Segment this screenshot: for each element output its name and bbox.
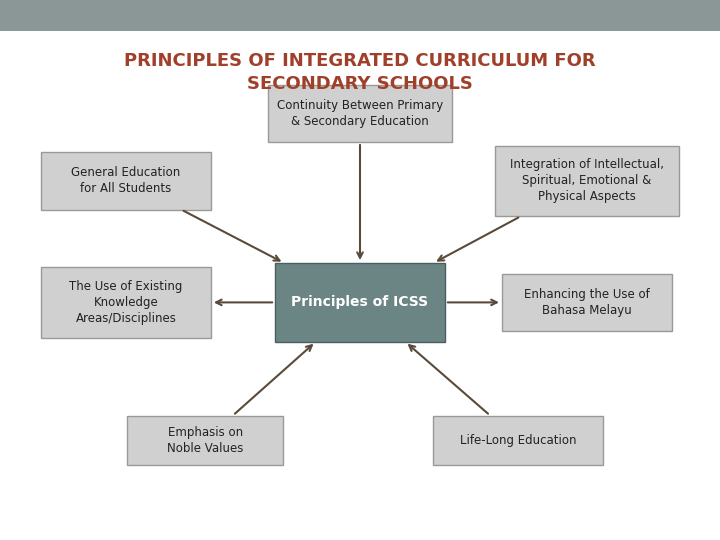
FancyBboxPatch shape <box>127 416 283 464</box>
Text: General Education
for All Students: General Education for All Students <box>71 166 181 195</box>
FancyBboxPatch shape <box>41 267 211 338</box>
Text: The Use of Existing
Knowledge
Areas/Disciplines: The Use of Existing Knowledge Areas/Disc… <box>69 280 183 325</box>
FancyBboxPatch shape <box>495 145 679 216</box>
Text: Integration of Intellectual,
Spiritual, Emotional &
Physical Aspects: Integration of Intellectual, Spiritual, … <box>510 158 664 204</box>
Text: Emphasis on
Noble Values: Emphasis on Noble Values <box>167 426 243 455</box>
Text: Life-Long Education: Life-Long Education <box>460 434 577 447</box>
FancyBboxPatch shape <box>433 416 603 464</box>
Text: Continuity Between Primary
& Secondary Education: Continuity Between Primary & Secondary E… <box>277 99 443 128</box>
FancyBboxPatch shape <box>275 263 445 342</box>
FancyBboxPatch shape <box>268 85 452 142</box>
Text: PRINCIPLES OF INTEGRATED CURRICULUM FOR
SECONDARY SCHOOLS: PRINCIPLES OF INTEGRATED CURRICULUM FOR … <box>124 52 596 93</box>
FancyBboxPatch shape <box>502 274 672 331</box>
Text: Principles of ICSS: Principles of ICSS <box>292 295 428 309</box>
FancyBboxPatch shape <box>41 152 211 210</box>
Bar <box>0 0 720 31</box>
Text: Enhancing the Use of
Bahasa Melayu: Enhancing the Use of Bahasa Melayu <box>524 288 649 317</box>
